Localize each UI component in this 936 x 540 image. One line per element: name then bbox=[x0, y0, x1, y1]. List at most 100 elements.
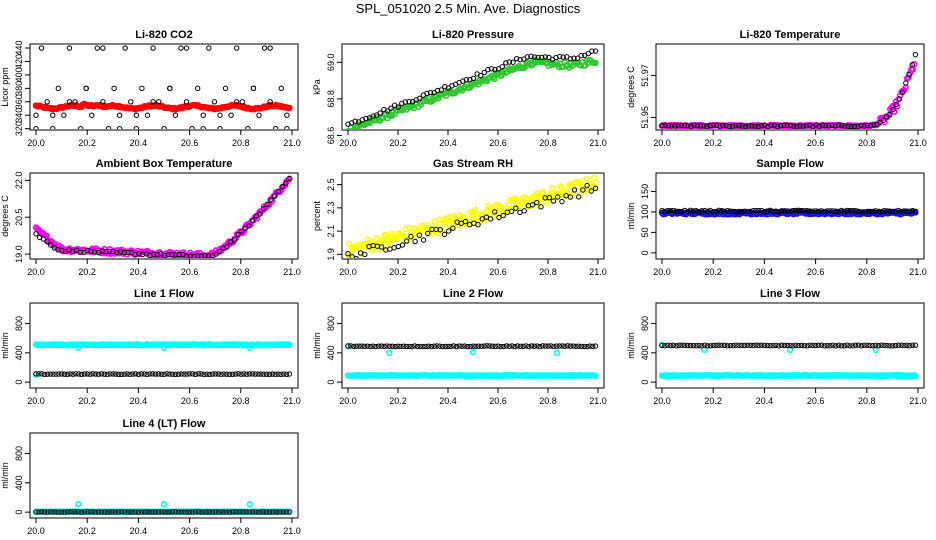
data-point bbox=[167, 85, 173, 92]
data-point bbox=[257, 211, 263, 217]
data-point bbox=[881, 207, 887, 214]
data-point bbox=[90, 509, 96, 515]
y-tick-label: 1.9 bbox=[326, 248, 336, 261]
data-point bbox=[195, 509, 202, 515]
data-point bbox=[442, 343, 449, 350]
data-point bbox=[138, 371, 145, 377]
data-point bbox=[180, 249, 187, 256]
data-point bbox=[207, 371, 213, 378]
data-point bbox=[487, 343, 493, 349]
data-point bbox=[587, 343, 593, 349]
x-tick-label: 20.8 bbox=[232, 526, 250, 536]
data-point bbox=[684, 342, 691, 349]
data-point bbox=[178, 45, 184, 51]
data-point bbox=[675, 122, 681, 128]
panel-title-temp: Li-820 Temperature bbox=[740, 29, 841, 41]
y-tick-label: 2.1 bbox=[326, 225, 336, 238]
data-point bbox=[81, 509, 88, 515]
data-point bbox=[553, 349, 560, 357]
data-point bbox=[284, 112, 290, 118]
data-point bbox=[70, 509, 76, 515]
data-point bbox=[778, 342, 785, 348]
data-point bbox=[555, 194, 561, 200]
data-point bbox=[224, 509, 230, 515]
data-point bbox=[784, 208, 790, 214]
data-point bbox=[786, 346, 794, 354]
series-reference-line1 bbox=[33, 371, 293, 378]
data-point bbox=[487, 216, 494, 222]
data-point bbox=[723, 122, 729, 129]
data-point bbox=[172, 509, 179, 515]
data-point bbox=[412, 343, 418, 349]
data-point bbox=[503, 343, 510, 349]
axis-box-sample bbox=[655, 172, 925, 260]
data-point bbox=[187, 509, 193, 515]
data-point bbox=[790, 343, 796, 349]
data-point bbox=[833, 208, 839, 214]
data-point bbox=[378, 343, 385, 349]
data-point bbox=[716, 342, 722, 348]
data-point bbox=[745, 123, 752, 129]
data-point bbox=[106, 248, 113, 255]
data-point bbox=[377, 110, 383, 116]
data-point bbox=[469, 348, 477, 356]
data-point bbox=[912, 342, 919, 348]
data-point bbox=[664, 207, 671, 214]
data-point bbox=[61, 112, 67, 118]
data-point bbox=[696, 342, 702, 349]
data-point bbox=[778, 208, 785, 214]
data-point bbox=[765, 123, 771, 129]
data-point bbox=[187, 371, 193, 377]
data-point bbox=[205, 253, 212, 258]
data-point bbox=[509, 343, 515, 349]
data-point bbox=[798, 207, 805, 214]
x-tick-label: 20.6 bbox=[489, 138, 507, 148]
data-point bbox=[44, 99, 50, 105]
data-point bbox=[373, 343, 379, 350]
data-point bbox=[517, 343, 524, 350]
data-point bbox=[110, 371, 116, 377]
data-point bbox=[155, 99, 162, 105]
data-point bbox=[801, 208, 808, 214]
y-tick-label: 22.0 bbox=[14, 172, 24, 190]
data-point bbox=[578, 52, 584, 59]
data-point bbox=[884, 208, 890, 214]
data-point bbox=[212, 371, 219, 377]
data-point bbox=[522, 194, 530, 202]
panel-line2: Line 2 Flow ml/min 20.0 20.2 20.4 20.6 20.8 21.… bbox=[312, 288, 607, 406]
data-point bbox=[514, 343, 521, 349]
data-point bbox=[130, 371, 136, 377]
data-point bbox=[901, 208, 907, 214]
data-point bbox=[345, 250, 351, 257]
data-point bbox=[221, 371, 227, 377]
data-point bbox=[50, 125, 56, 129]
data-point bbox=[659, 207, 665, 214]
data-point bbox=[264, 201, 271, 207]
data-point bbox=[835, 208, 842, 215]
data-point bbox=[470, 343, 476, 349]
panel-ambient: Ambient Box Temperature degrees C 20.0 20.2… bbox=[0, 158, 301, 277]
data-point bbox=[221, 509, 227, 515]
data-point bbox=[776, 209, 782, 215]
plot-area-rh bbox=[344, 174, 599, 258]
data-point bbox=[404, 238, 410, 244]
data-point bbox=[912, 51, 919, 58]
x-tick-label: 20.4 bbox=[439, 396, 457, 406]
data-point bbox=[200, 125, 206, 129]
data-point bbox=[377, 237, 384, 244]
x-tick-label: 21.0 bbox=[589, 396, 607, 406]
data-point bbox=[135, 509, 142, 515]
data-point bbox=[697, 123, 704, 129]
y-axis-label-line1: ml/min bbox=[0, 332, 10, 359]
data-point bbox=[844, 207, 850, 214]
data-point bbox=[531, 343, 538, 349]
plot-area-pressure bbox=[345, 48, 599, 129]
data-point bbox=[707, 207, 714, 214]
data-point bbox=[551, 343, 557, 350]
plot-area-sample bbox=[658, 207, 919, 218]
data-point bbox=[427, 89, 434, 96]
data-point bbox=[880, 117, 887, 123]
data-point bbox=[485, 66, 491, 73]
x-tick-label: 21.0 bbox=[589, 138, 607, 148]
data-point bbox=[871, 122, 877, 128]
